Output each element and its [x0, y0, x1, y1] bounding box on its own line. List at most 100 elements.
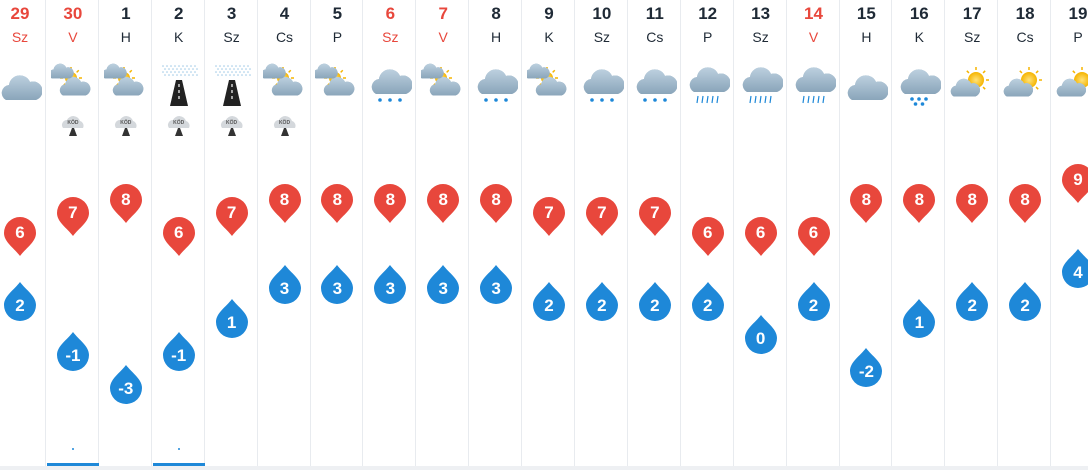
day-column[interactable]: 30 V KÖD 7 -1	[46, 0, 99, 466]
fog-label: KÖD	[67, 120, 79, 126]
min-temp-value: 1	[226, 313, 237, 332]
day-date: 12	[698, 4, 718, 23]
max-temp-value: 6	[15, 223, 25, 242]
light-rain-icon	[580, 62, 625, 108]
min-temp-value: -3	[118, 379, 134, 398]
max-temp-pin: 8	[372, 183, 408, 225]
column-divider	[362, 0, 364, 466]
max-temp-pin: 8	[108, 183, 144, 225]
bottom-divider	[0, 466, 1088, 470]
min-temp-pin: -2	[848, 346, 884, 388]
min-temp-value: 2	[15, 296, 25, 315]
day-column[interactable]: 19 P 9 4	[1052, 0, 1088, 466]
partly-cloudy-icon	[49, 62, 95, 108]
max-temp-pin: 7	[531, 196, 567, 238]
max-temp-value: 6	[808, 223, 819, 242]
max-temp-value: 8	[1020, 190, 1030, 209]
fog-icon: KÖD	[220, 116, 244, 138]
sun-cloud-icon	[950, 62, 994, 108]
day-column[interactable]: 6 Sz 8 3	[364, 0, 417, 466]
min-temp-pin: 3	[425, 263, 461, 305]
partly-cloudy-icon	[102, 62, 148, 108]
day-column[interactable]: 16 K 8 1	[893, 0, 946, 466]
max-temp-value: 8	[438, 190, 448, 209]
min-temp-value: 3	[279, 279, 290, 298]
column-divider	[45, 0, 46, 466]
min-temp-pin: 2	[796, 280, 832, 322]
min-temp-pin: 3	[319, 263, 355, 305]
min-temp-value: 3	[438, 279, 448, 298]
day-column[interactable]: 29 Sz 6 2	[0, 0, 46, 466]
day-weekday: Sz	[752, 29, 769, 45]
max-temp-value: 6	[173, 223, 184, 242]
day-column[interactable]: 3 Sz KÖD 7 1	[206, 0, 258, 466]
selection-indicator	[152, 463, 205, 466]
day-column[interactable]: 11 Cs 7 2	[629, 0, 681, 466]
day-column[interactable]: 7 V 8 3	[417, 0, 470, 466]
min-temp-pin: -1	[55, 330, 91, 372]
day-column[interactable]: 10 Sz 7 2	[576, 0, 628, 466]
day-date: 14	[804, 4, 823, 23]
day-column[interactable]: 15 H 8 -2	[840, 0, 893, 466]
day-column[interactable]: 12 P 6 2	[682, 0, 734, 466]
day-weekday: K	[174, 29, 184, 45]
column-divider	[997, 0, 999, 466]
day-column[interactable]: 9 K 7 2	[523, 0, 575, 466]
day-column[interactable]: 13 Sz 6 0	[735, 0, 787, 466]
rain-icon	[792, 62, 836, 108]
min-temp-pin: 4	[1060, 247, 1088, 289]
day-date: 10	[592, 4, 612, 23]
day-column[interactable]: 2 K KÖD 6 -1	[152, 0, 205, 466]
min-temp-pin: 2	[690, 280, 726, 322]
fog-icon: KÖD	[61, 116, 85, 138]
max-temp-value: 6	[755, 223, 766, 242]
day-weekday: P	[332, 29, 343, 45]
partly-cloudy-icon	[313, 62, 359, 108]
selection-dot	[71, 448, 74, 450]
day-weekday: Sz	[593, 29, 611, 45]
min-temp-pin: 2	[637, 280, 673, 322]
min-temp-value: 3	[491, 279, 501, 298]
min-temp-value: 2	[808, 296, 819, 315]
min-temp-pin: 0	[743, 313, 779, 355]
max-temp-pin: 8	[848, 183, 884, 225]
cloud-icon	[0, 62, 43, 108]
min-temp-value: 2	[1020, 296, 1030, 315]
day-column[interactable]: 8 H 8 3	[470, 0, 523, 466]
day-date: 19	[1068, 4, 1088, 23]
day-weekday: H	[861, 29, 872, 45]
day-column[interactable]: 14 V 6 2	[788, 0, 840, 466]
column-divider	[732, 0, 734, 466]
day-column[interactable]: 4 Cs KÖD 8 3	[259, 0, 311, 466]
day-date: 11	[645, 4, 664, 23]
max-temp-value: 7	[226, 203, 237, 222]
max-temp-pin: 8	[954, 183, 990, 225]
max-temp-pin: 6	[796, 216, 832, 258]
min-temp-value: 4	[1073, 263, 1083, 282]
day-column[interactable]: 17 Sz 8 2	[946, 0, 999, 466]
day-weekday: K	[544, 29, 554, 45]
column-divider	[574, 0, 575, 466]
rain-icon	[686, 62, 731, 108]
day-weekday: P	[1073, 29, 1083, 45]
selection-dot	[177, 448, 180, 450]
fog-label: KÖD	[226, 120, 238, 126]
day-weekday: Cs	[646, 29, 664, 45]
day-weekday: Cs	[275, 29, 294, 45]
max-temp-pin: 7	[584, 196, 620, 238]
max-temp-value: 6	[702, 223, 713, 242]
day-date: 16	[909, 4, 929, 23]
day-column[interactable]: 5 P 8 3	[311, 0, 364, 466]
day-weekday: H	[491, 29, 502, 45]
partly-cloudy-icon	[525, 62, 571, 108]
day-column[interactable]: 1 H KÖD 8 -3	[100, 0, 152, 466]
min-temp-pin: 2	[954, 280, 990, 322]
min-temp-pin: 3	[267, 263, 303, 305]
showers-icon	[897, 62, 942, 108]
max-temp-pin: 6	[161, 216, 197, 258]
day-column[interactable]: 18 Cs 8 2	[999, 0, 1052, 466]
max-temp-pin: 8	[267, 183, 303, 225]
max-temp-pin: 6	[743, 216, 779, 258]
day-weekday: H	[120, 29, 131, 45]
